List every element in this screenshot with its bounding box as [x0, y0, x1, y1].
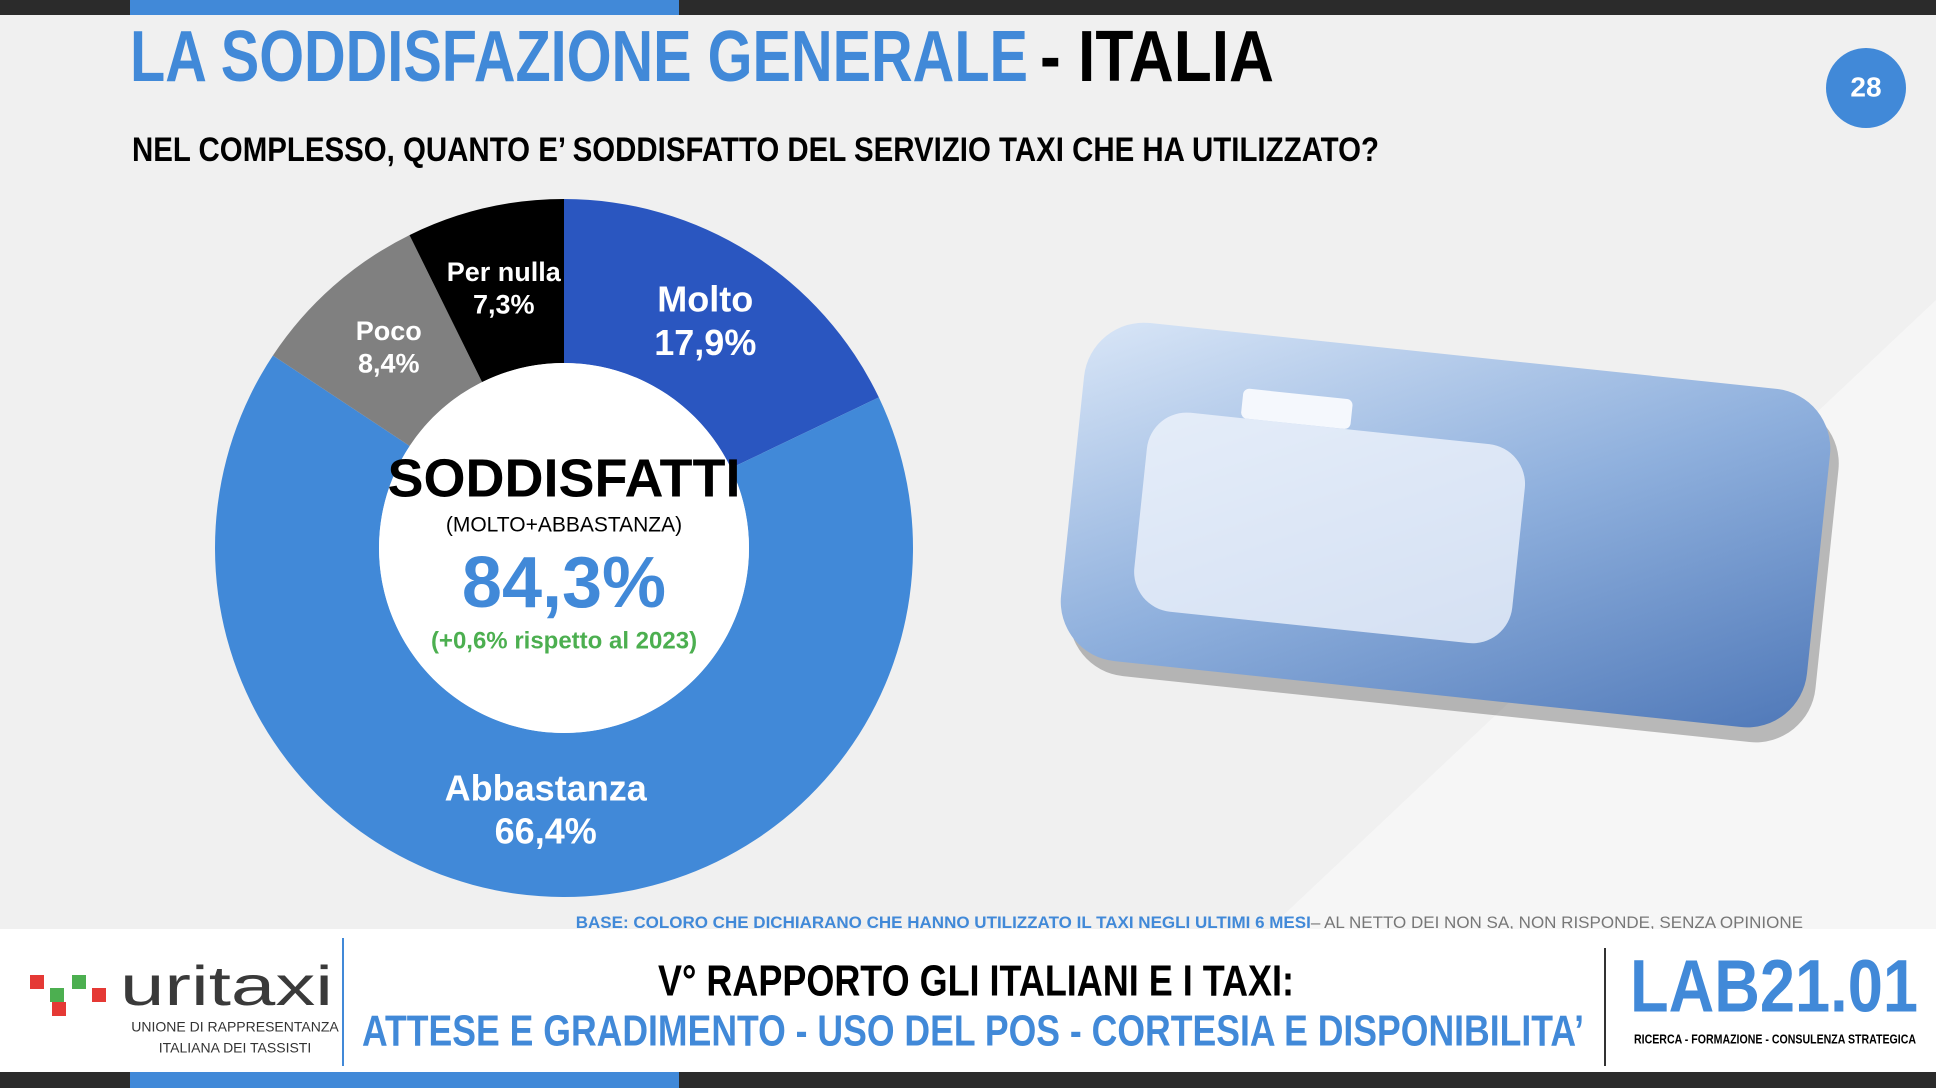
base-note-main: BASE: COLORO CHE DICHIARANO CHE HANNO UT…: [576, 913, 1311, 932]
title: LA SODDISFAZIONE GENERALE: [130, 17, 1028, 97]
center-value: 84,3%: [462, 543, 666, 623]
lab-logo: LAB21.01: [1630, 945, 1918, 1028]
logo-square: [30, 975, 44, 989]
report-title: V° RAPPORTO GLI ITALIANI E I TAXI:: [658, 957, 1294, 1006]
logo-square: [52, 1002, 66, 1016]
logo-caption: UNIONE DI RAPPRESENTANZA: [131, 1019, 339, 1035]
slice-value-label: 17,9%: [654, 322, 756, 363]
logo-caption: ITALIANA DEI TASSISTI: [159, 1040, 312, 1056]
slice-label: Abbastanza: [445, 767, 648, 808]
center-title: SODDISFATTI: [387, 448, 740, 508]
lab-tagline: RICERCA - FORMAZIONE - CONSULENZA STRATE…: [1634, 1031, 1916, 1046]
slice-value-label: 66,4%: [495, 810, 597, 851]
slice: [409, 199, 564, 383]
report-subtitle: ATTESE E GRADIMENTO - USO DEL POS - CORT…: [362, 1007, 1584, 1056]
slice-label: Per nulla: [447, 257, 562, 287]
question: NEL COMPLESSO, QUANTO E’ SODDISFATTO DEL…: [132, 131, 1379, 169]
footer: [0, 929, 1936, 1072]
base-note: BASE: COLORO CHE DICHIARANO CHE HANNO UT…: [576, 913, 1803, 932]
logo-square: [72, 975, 86, 989]
base-note-detail: – AL NETTO DEI NON SA, NON RISPONDE, SEN…: [1311, 913, 1803, 932]
photo-car: [1134, 412, 1526, 644]
slice: [214, 355, 913, 897]
bottom-bar-accent: [130, 1072, 679, 1088]
slice-label: Poco: [356, 316, 422, 346]
slice-value-label: 8,4%: [358, 349, 420, 379]
center-change: (+0,6% rispetto al 2023): [431, 627, 697, 654]
logo-square: [92, 988, 106, 1002]
slice-value-label: 7,3%: [473, 289, 535, 319]
donut-hole: [379, 363, 749, 733]
title-suffix: - ITALIA: [1040, 17, 1274, 97]
photo: [1060, 322, 1839, 743]
slice: [564, 199, 879, 469]
slice-label: Molto: [657, 279, 753, 320]
slice: [272, 235, 483, 446]
center-subtitle: (MOLTO+ABBASTANZA): [446, 514, 682, 537]
page-badge: [1826, 48, 1906, 128]
logo-text: uritaxi: [120, 954, 333, 1017]
page-number: 28: [1850, 71, 1881, 102]
photo-taxi-sign: [1241, 388, 1353, 429]
top-bar-accent: [130, 0, 679, 15]
logo-square: [50, 988, 64, 1002]
